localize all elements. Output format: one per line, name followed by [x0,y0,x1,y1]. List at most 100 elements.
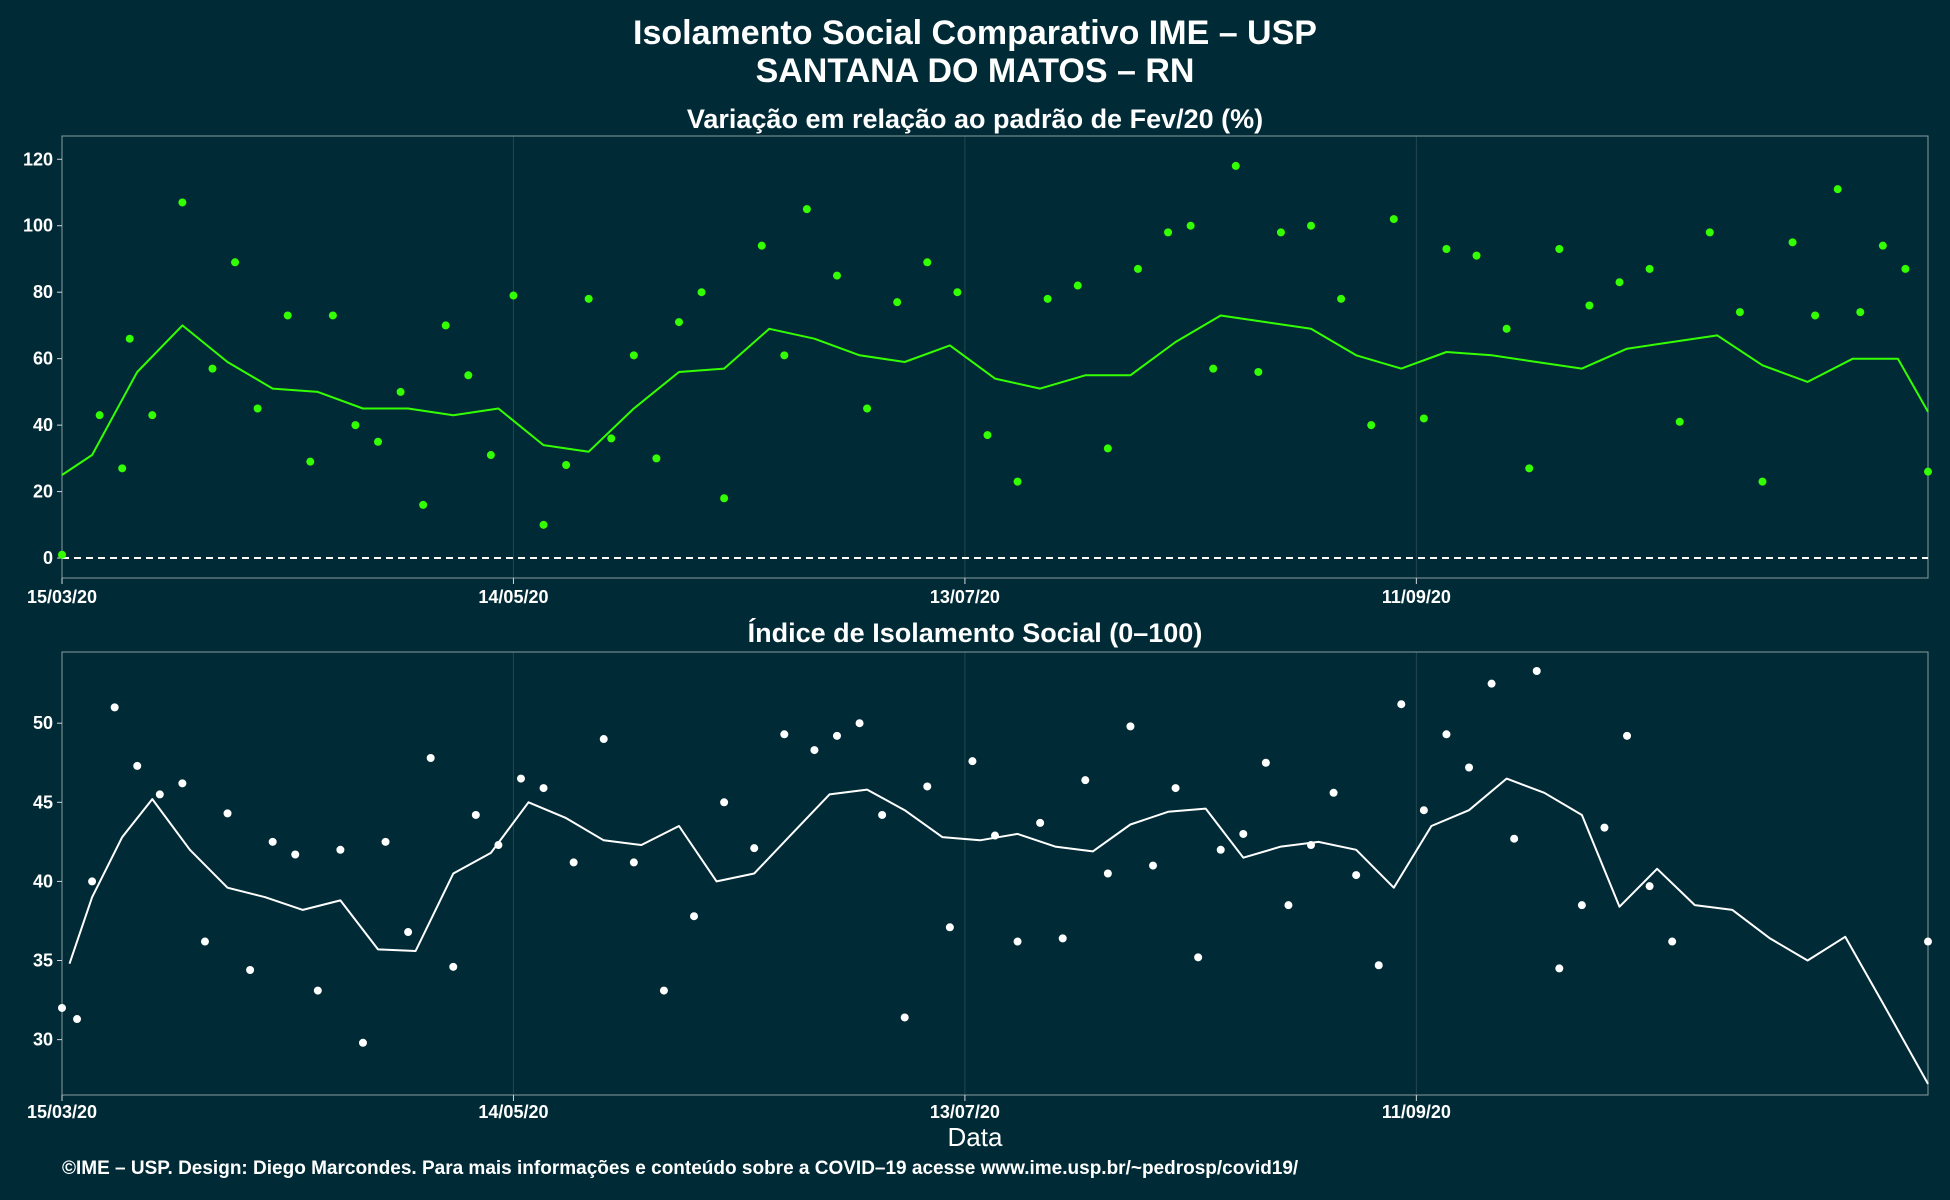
data-point [878,810,887,819]
x-tick-label: 11/09/20 [1382,587,1451,607]
data-point [404,928,413,937]
y-tick-label: 30 [33,1030,53,1050]
y-tick-label: 35 [33,951,53,971]
data-point [584,294,593,303]
data-point [1502,324,1511,333]
data-point [832,731,841,740]
data-point [1705,228,1714,237]
data-point [1209,364,1218,373]
data-point [1013,937,1022,946]
data-point [1103,869,1112,878]
data-point [1924,467,1932,476]
data-point [449,962,458,971]
data-point [1149,861,1158,870]
data-point [516,774,525,783]
data-point [1231,161,1240,170]
data-point [1276,228,1285,237]
data-point [73,1015,82,1024]
data-point [1216,845,1225,854]
chart-title: Isolamento Social Comparativo IME – USP [633,14,1317,52]
data-point [562,461,571,470]
data-point [58,1003,66,1012]
data-point [1510,834,1519,843]
data-point [539,520,548,529]
data-point [200,937,209,946]
data-point [441,321,450,330]
data-point [1615,278,1624,287]
data-point [110,703,119,712]
data-point [1442,244,1451,253]
data-point [674,318,683,327]
data-point [486,451,495,460]
x-tick-label: 13/07/20 [930,1102,1000,1122]
data-point [810,746,819,755]
data-point [780,730,789,739]
data-point [396,387,405,396]
data-point [1284,901,1293,910]
data-point [1856,308,1865,317]
data-point [1623,731,1632,740]
data-point [1833,185,1842,194]
data-point [863,404,872,413]
data-point [133,761,142,770]
data-point [1878,241,1887,250]
data-point [148,411,157,420]
data-point [381,837,390,846]
data-point [832,271,841,280]
y-tick-label: 100 [23,216,53,236]
data-point [313,986,322,995]
x-tick-label: 15/03/20 [27,587,97,607]
top-panel-title: Variação em relação ao padrão de Fev/20 … [686,104,1264,134]
data-point [1171,784,1180,793]
data-point [358,1038,367,1047]
y-tick-label: 40 [33,871,53,891]
data-point [1735,308,1744,317]
data-point [1164,228,1173,237]
data-point [1487,679,1496,688]
data-point [1337,294,1346,303]
data-point [1239,829,1248,838]
data-point [1924,937,1932,946]
data-point [569,858,578,867]
data-point [1073,281,1082,290]
data-point [923,258,932,267]
data-point [720,494,729,503]
x-tick-label: 11/09/20 [1382,1102,1451,1122]
data-point [1126,722,1135,731]
x-tick-label: 13/07/20 [930,587,1000,607]
data-point [652,454,661,463]
data-point [983,431,992,440]
data-point [351,421,360,430]
data-point [1036,818,1045,827]
data-point [426,754,435,763]
data-point [1442,730,1451,739]
data-point [509,291,518,300]
data-point [1374,961,1383,970]
data-point [1254,367,1263,376]
moving-average-line [68,777,1929,1085]
data-point [780,351,789,360]
data-point [231,258,240,267]
x-tick-label: 15/03/20 [27,1102,97,1122]
data-point [1585,301,1594,310]
data-point [1058,934,1067,943]
data-point [1525,464,1534,473]
data-point [968,757,977,766]
data-point [1532,666,1541,675]
data-point [118,464,127,473]
data-point [1329,788,1338,797]
data-point [1668,937,1677,946]
x-tick-label: 14/05/20 [478,587,548,607]
data-point [1389,215,1398,224]
data-point [1555,964,1564,973]
x-tick-label: 14/05/20 [478,1102,548,1122]
data-point [178,779,187,788]
data-point [1307,841,1316,850]
panel-frame [61,651,1929,1096]
data-point [1555,244,1564,253]
y-tick-label: 80 [33,282,53,302]
data-point [1901,264,1910,273]
data-point [1758,477,1767,486]
data-point [1043,294,1052,303]
